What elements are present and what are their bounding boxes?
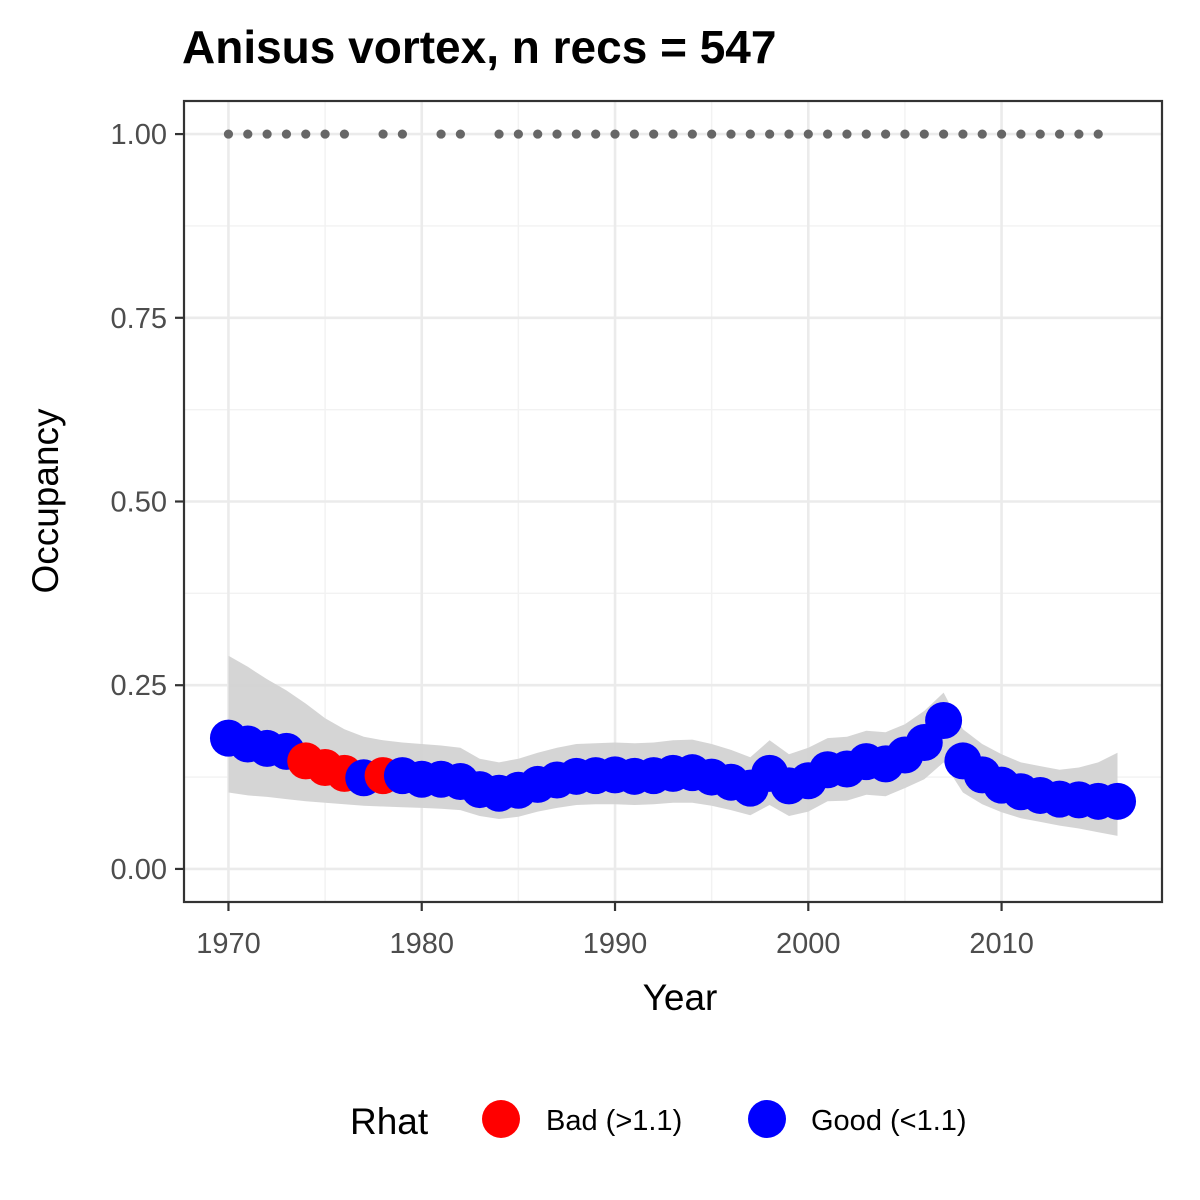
record-dot xyxy=(861,129,871,139)
occupancy-point-good xyxy=(1099,782,1137,820)
y-tick-label: 0.00 xyxy=(111,854,167,886)
record-dot xyxy=(1074,129,1084,139)
x-tick-label: 1970 xyxy=(196,928,261,960)
record-dot xyxy=(958,129,968,139)
occupancy-points-layer xyxy=(209,701,1137,820)
x-axis: 1970 1980 1990 2000 2010 xyxy=(196,902,1034,960)
record-dot xyxy=(803,129,813,139)
record-dot xyxy=(687,129,697,139)
record-dot xyxy=(397,129,408,139)
record-dot xyxy=(668,129,678,139)
legend-label-good: Good (<1.1) xyxy=(811,1105,967,1137)
record-dot xyxy=(494,129,504,139)
occupancy-point-good xyxy=(925,701,963,739)
record-dot xyxy=(938,129,949,139)
record-dot xyxy=(765,129,775,139)
record-dot xyxy=(1016,129,1026,139)
record-dot xyxy=(320,129,330,139)
record-dot xyxy=(629,129,639,139)
x-axis-title: Year xyxy=(643,977,718,1018)
record-dot xyxy=(900,129,910,139)
record-dot xyxy=(243,129,253,139)
y-tick-label: 0.75 xyxy=(111,303,167,335)
record-dot xyxy=(281,129,292,139)
y-tick-label: 0.50 xyxy=(111,487,167,519)
x-tick-label: 2000 xyxy=(776,928,841,960)
record-dot xyxy=(823,129,833,139)
record-dot xyxy=(533,129,543,139)
record-dot xyxy=(707,129,717,139)
record-dot xyxy=(1035,129,1045,139)
y-axis-title: Occupancy xyxy=(25,408,66,594)
record-dot xyxy=(919,129,929,139)
record-dot xyxy=(977,129,987,139)
record-dot xyxy=(610,129,620,139)
record-dot xyxy=(571,129,581,139)
record-dot xyxy=(1093,129,1103,139)
legend-key-bad xyxy=(482,1100,520,1138)
record-dot xyxy=(745,129,755,139)
record-dot xyxy=(378,129,388,139)
legend-key-good xyxy=(748,1100,786,1138)
record-dot xyxy=(881,129,891,139)
record-dot xyxy=(726,129,736,139)
legend-title: Rhat xyxy=(350,1101,429,1142)
chart-title: Anisus vortex, n recs = 547 xyxy=(182,21,776,73)
record-dots-layer xyxy=(223,129,1103,139)
record-dot xyxy=(996,129,1007,139)
y-tick-label: 1.00 xyxy=(111,119,167,151)
x-tick-label: 1980 xyxy=(389,928,454,960)
record-dot xyxy=(649,129,659,139)
record-dot xyxy=(842,129,852,139)
record-dot xyxy=(301,129,311,139)
legend-label-bad: Bad (>1.1) xyxy=(546,1105,682,1137)
record-dot xyxy=(552,129,562,139)
record-dot xyxy=(262,129,272,139)
record-dot xyxy=(1054,129,1065,139)
record-dot xyxy=(223,129,234,139)
x-tick-label: 2010 xyxy=(969,928,1034,960)
y-tick-label: 0.25 xyxy=(111,670,167,702)
record-dot xyxy=(513,129,523,139)
x-tick-label: 1990 xyxy=(583,928,648,960)
y-axis: 0.00 0.25 0.50 0.75 1.00 xyxy=(111,119,184,886)
record-dot xyxy=(436,129,446,139)
record-dot xyxy=(455,129,465,139)
legend: Rhat Bad (>1.1) Good (<1.1) xyxy=(350,1100,967,1142)
record-dot xyxy=(339,129,350,139)
record-dot xyxy=(784,129,794,139)
record-dot xyxy=(591,129,601,139)
